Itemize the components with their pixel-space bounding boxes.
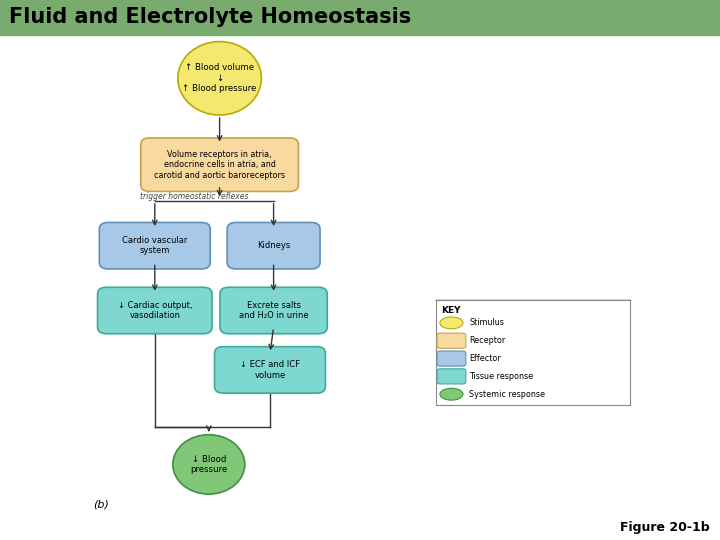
Ellipse shape [440,317,463,329]
FancyBboxPatch shape [215,347,325,393]
FancyBboxPatch shape [437,333,466,348]
Text: Stimulus: Stimulus [469,319,504,327]
FancyBboxPatch shape [436,300,630,405]
Text: KEY: KEY [441,306,461,315]
Ellipse shape [178,42,261,115]
FancyBboxPatch shape [99,222,210,269]
Text: Kidneys: Kidneys [257,241,290,250]
Text: Systemic response: Systemic response [469,390,546,399]
Text: (b): (b) [94,500,109,510]
Text: Cardio vascular
system: Cardio vascular system [122,236,187,255]
Text: ↓ Blood
pressure: ↓ Blood pressure [190,455,228,474]
Text: ↑ Blood volume
↓
↑ Blood pressure: ↑ Blood volume ↓ ↑ Blood pressure [182,63,257,93]
FancyBboxPatch shape [437,351,466,366]
FancyBboxPatch shape [0,0,720,35]
Text: Fluid and Electrolyte Homeostasis: Fluid and Electrolyte Homeostasis [9,7,411,28]
Ellipse shape [440,388,463,400]
FancyBboxPatch shape [97,287,212,334]
FancyBboxPatch shape [141,138,299,192]
Text: Volume receptors in atria,
endocrine cells in atria, and
carotid and aortic baro: Volume receptors in atria, endocrine cel… [154,150,285,180]
FancyBboxPatch shape [228,222,320,269]
Text: Receptor: Receptor [469,336,505,345]
Text: trigger homeostatic reflexes: trigger homeostatic reflexes [140,192,248,201]
Text: Tissue response: Tissue response [469,372,534,381]
Text: ↓ Cardiac output,
vasodilation: ↓ Cardiac output, vasodilation [117,301,192,320]
Text: Excrete salts
and H₂O in urine: Excrete salts and H₂O in urine [239,301,308,320]
Text: Figure 20-1b: Figure 20-1b [620,521,709,534]
Ellipse shape [173,435,245,494]
FancyBboxPatch shape [437,369,466,384]
Text: Effector: Effector [469,354,501,363]
Text: ↓ ECF and ICF
volume: ↓ ECF and ICF volume [240,360,300,380]
FancyBboxPatch shape [220,287,327,334]
